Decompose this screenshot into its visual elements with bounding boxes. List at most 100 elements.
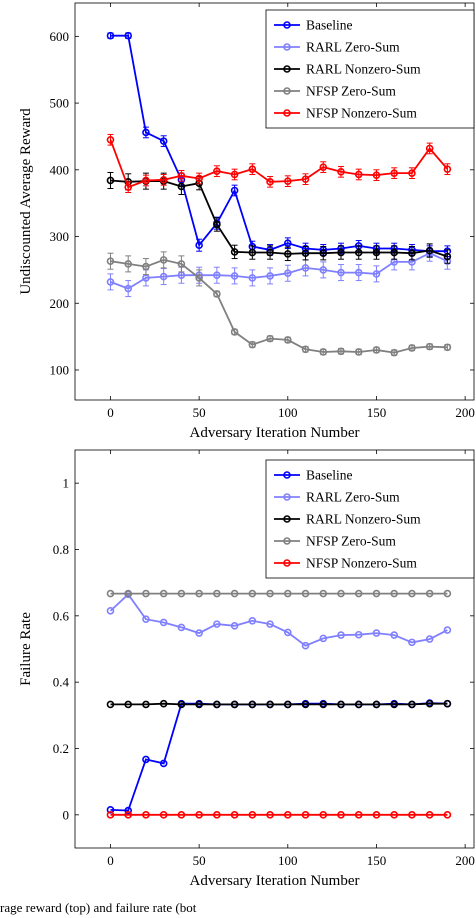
data-point — [301, 175, 310, 183]
data-point — [301, 641, 310, 650]
data-point — [354, 811, 363, 819]
data-point — [177, 260, 186, 268]
legend-swatch-marker — [283, 493, 291, 501]
legend-entry-label: NFSP Zero-Sum — [306, 534, 396, 549]
data-point — [443, 626, 452, 634]
x-axis-label: Adversary Iteration Number — [190, 425, 360, 441]
data-point — [142, 262, 150, 271]
data-point — [443, 343, 452, 352]
x-tick-label: 0 — [107, 405, 114, 420]
data-point — [283, 239, 292, 248]
data-point — [390, 631, 399, 639]
x-axis-label: Adversary Iteration Number — [190, 873, 360, 889]
data-point — [124, 31, 132, 40]
data-point — [213, 620, 221, 628]
data-point — [354, 589, 363, 598]
data-point — [142, 615, 150, 623]
y-tick-label: 400 — [50, 162, 70, 177]
data-point — [372, 346, 381, 354]
legend-box — [265, 9, 475, 129]
data-point — [283, 589, 292, 598]
data-point — [354, 700, 363, 709]
data-point — [390, 589, 399, 598]
data-point — [230, 621, 239, 630]
data-point — [372, 589, 381, 598]
data-point — [319, 700, 328, 709]
data-point — [177, 700, 186, 709]
data-point — [177, 589, 186, 598]
data-point — [195, 274, 203, 282]
data-point — [106, 811, 115, 819]
y-tick-label: 500 — [50, 96, 70, 111]
legend-swatch-marker — [283, 109, 291, 117]
data-point — [408, 700, 416, 709]
figure-caption-fragment: rage reward (top) and failure rate (bot — [0, 900, 197, 915]
data-point — [213, 290, 221, 298]
data-point — [230, 700, 239, 709]
legend-swatch-marker — [283, 87, 291, 95]
y-tick-label: 600 — [50, 29, 70, 44]
data-point — [390, 348, 399, 357]
y-tick-label: 0.2 — [53, 741, 69, 756]
data-point — [248, 589, 257, 598]
data-point — [195, 589, 203, 598]
x-tick-label: 0 — [107, 853, 114, 868]
legend-swatch-marker — [283, 537, 291, 545]
data-point — [319, 634, 328, 643]
data-point — [142, 811, 150, 819]
data-point — [425, 635, 434, 643]
data-point — [195, 174, 203, 183]
data-point — [337, 631, 345, 639]
data-point — [106, 257, 115, 266]
data-point — [124, 183, 132, 191]
legend-swatch-marker — [283, 21, 291, 29]
data-point — [372, 700, 381, 709]
data-point — [213, 167, 221, 175]
data-point — [390, 248, 399, 257]
data-point — [213, 700, 221, 709]
data-point — [230, 328, 239, 336]
legend-swatch-marker — [283, 65, 291, 73]
data-point — [266, 589, 274, 598]
x-tick-label: 150 — [367, 405, 387, 420]
data-point — [106, 806, 115, 814]
data-point — [266, 334, 274, 343]
y-tick-label: 1 — [63, 476, 70, 491]
series-nfsp-zero-sum — [106, 589, 452, 598]
data-point — [124, 811, 132, 819]
data-point — [337, 811, 345, 819]
data-point — [230, 170, 239, 179]
data-point — [159, 589, 168, 598]
y-axis-label: Undiscounted Average Reward — [18, 108, 34, 295]
data-point — [195, 700, 203, 709]
data-point — [354, 268, 363, 277]
data-point — [159, 176, 168, 184]
legend-swatch-marker — [283, 471, 291, 479]
data-point — [319, 589, 328, 598]
data-point — [159, 137, 168, 145]
x-tick-label: 50 — [193, 853, 206, 868]
legend-entry-label: NFSP Nonzero-Sum — [306, 556, 417, 571]
data-point — [372, 811, 381, 819]
data-point — [283, 336, 292, 344]
legend-entry-label: NFSP Zero-Sum — [306, 84, 396, 99]
data-point — [283, 700, 292, 709]
legend-entry-label: RARL Zero-Sum — [306, 490, 400, 505]
data-point — [443, 252, 452, 261]
data-point — [195, 241, 203, 250]
data-point — [177, 182, 186, 191]
data-point — [142, 700, 150, 709]
legend-swatch-marker — [283, 515, 291, 523]
series-line — [110, 179, 448, 258]
data-point — [213, 271, 221, 280]
failure-rate-chart: 0 50 100 150 200 0 0.2 0.4 0.6 0.8 1 Adversary Iter… — [18, 449, 475, 889]
data-point — [159, 759, 168, 768]
data-point — [372, 270, 381, 278]
data-point — [354, 630, 363, 639]
data-point — [213, 589, 221, 598]
data-point — [177, 623, 186, 632]
data-point — [248, 248, 257, 257]
data-point — [337, 248, 345, 257]
data-point — [408, 638, 416, 647]
data-point — [213, 811, 221, 819]
